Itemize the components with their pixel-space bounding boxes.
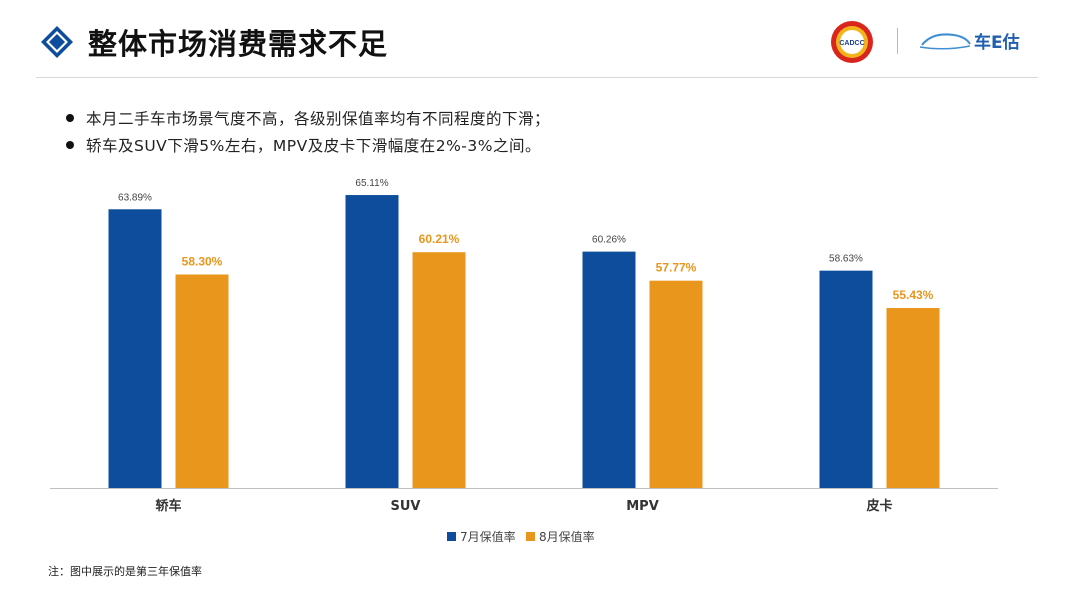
cadcc-logo: CADCC bbox=[831, 21, 873, 63]
diamond-icon bbox=[41, 26, 73, 58]
data-label: 60.21% bbox=[419, 232, 460, 246]
bar-aug-1 bbox=[412, 252, 466, 488]
title-bar: 整体市场消费需求不足 bbox=[40, 20, 388, 64]
legend-label: 7月保值率 bbox=[460, 529, 516, 544]
bullet-item: 轿车及SUV下滑5%左右，MPV及皮卡下滑幅度在2%-3%之间。 bbox=[66, 131, 550, 158]
bar-aug-3 bbox=[886, 307, 940, 488]
bar-aug-2 bbox=[649, 280, 703, 488]
data-label: 63.89% bbox=[118, 192, 152, 203]
chejinggu-logo: 车E估 bbox=[919, 32, 1020, 53]
bar-aug-0 bbox=[175, 274, 229, 488]
data-label: 65.11% bbox=[355, 178, 388, 189]
chejinggu-logo-text: 车E估 bbox=[974, 32, 1020, 53]
retention-rate-chart: 63.89% 58.30% 轿车 65.11% 60.21% SUV 60.26% 57.77… bbox=[50, 178, 998, 544]
cadcc-logo-text: CADCC bbox=[839, 40, 864, 47]
category-tick-label: 皮卡 bbox=[865, 498, 892, 514]
logo-separator bbox=[897, 28, 898, 54]
data-label: 58.30% bbox=[182, 255, 223, 269]
footnote: 注：图中展示的是第三年保值率 bbox=[48, 565, 202, 578]
page-title: 整体市场消费需求不足 bbox=[88, 27, 389, 61]
legend-swatch bbox=[526, 532, 535, 541]
data-label: 57.77% bbox=[656, 261, 697, 275]
header-divider bbox=[36, 77, 1038, 78]
data-label: 58.63% bbox=[829, 254, 863, 265]
bar-jul-3 bbox=[819, 270, 873, 488]
bar-jul-0 bbox=[108, 209, 162, 488]
bullet-item: 本月二手车市场景气度不高，各级别保值率均有不同程度的下滑； bbox=[66, 104, 550, 131]
bar-jul-2 bbox=[582, 251, 636, 488]
data-label: 55.43% bbox=[893, 288, 934, 302]
data-label: 60.26% bbox=[592, 235, 626, 246]
bullet-dot-icon bbox=[66, 140, 74, 149]
legend-swatch bbox=[447, 532, 456, 541]
bullet-text: 本月二手车市场景气度不高，各级别保值率均有不同程度的下滑； bbox=[86, 109, 551, 128]
legend-label: 8月保值率 bbox=[539, 529, 595, 544]
category-tick-label: SUV bbox=[391, 499, 421, 514]
bullet-list: 本月二手车市场景气度不高，各级别保值率均有不同程度的下滑； 轿车及SUV下滑5%… bbox=[66, 104, 550, 158]
bullet-dot-icon bbox=[66, 113, 74, 122]
category-tick-label: MPV bbox=[626, 499, 659, 514]
bar-jul-1 bbox=[345, 195, 399, 489]
category-tick-label: 轿车 bbox=[155, 498, 181, 514]
bullet-text: 轿车及SUV下滑5%左右，MPV及皮卡下滑幅度在2%-3%之间。 bbox=[86, 136, 541, 155]
